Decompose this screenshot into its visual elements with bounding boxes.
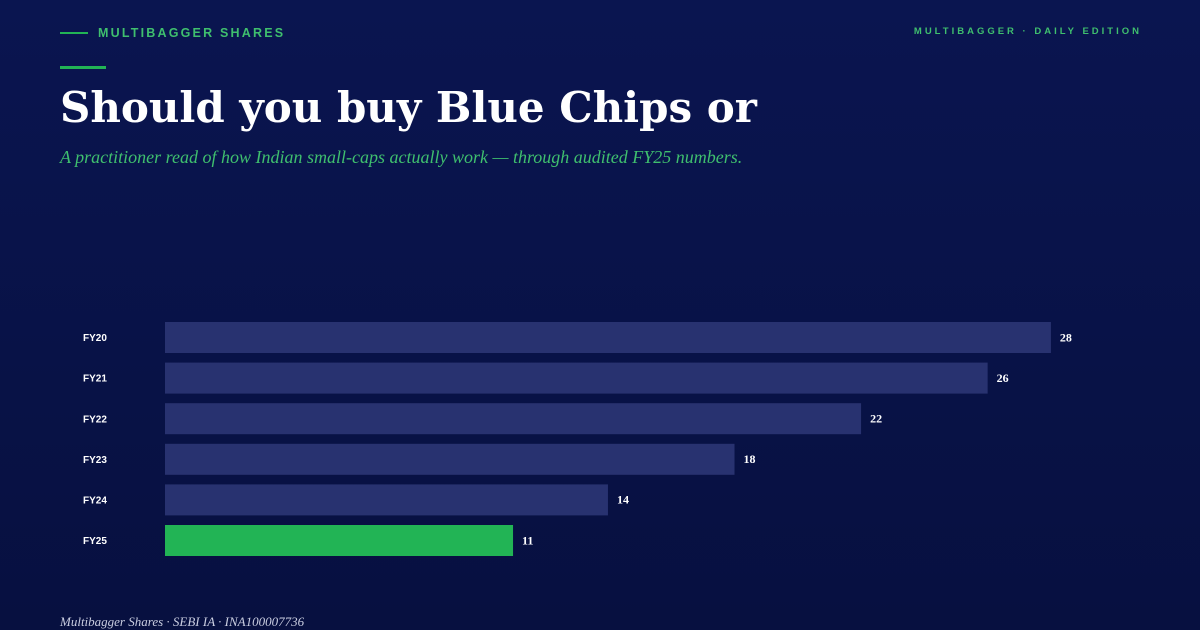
bar-fy22: [165, 403, 862, 435]
category-label-fy23: FY23: [83, 455, 107, 466]
bar-fy24: [165, 484, 608, 516]
value-label-fy24: 14: [617, 493, 629, 507]
category-label-fy21: FY21: [83, 374, 107, 385]
footer-credit: Multibagger Shares · SEBI IA · INA100007…: [60, 614, 305, 629]
page-subtitle: A practitioner read of how Indian small-…: [60, 147, 743, 167]
title-accent-rule: [60, 66, 106, 69]
bar-fy20: [165, 322, 1051, 353]
category-label-fy20: FY20: [83, 333, 107, 344]
brand-accent-line: [60, 32, 88, 34]
bar-fy23: [165, 443, 735, 475]
category-label-fy22: FY22: [83, 414, 107, 425]
bar-fy25: [165, 525, 514, 556]
bar-fy21: [165, 362, 988, 394]
value-label-fy22: 22: [870, 411, 882, 425]
brand: MULTIBAGGER SHARES: [60, 26, 285, 40]
value-label-fy23: 18: [744, 452, 756, 466]
category-label-fy25: FY25: [83, 536, 107, 547]
value-label-fy21: 26: [997, 371, 1009, 385]
category-label-fy24: FY24: [83, 496, 107, 507]
brand-label: MULTIBAGGER SHARES: [98, 26, 286, 40]
value-label-fy25: 11: [522, 533, 533, 547]
value-label-fy20: 28: [1060, 330, 1072, 344]
page-title: Should you buy Blue Chips or: [60, 83, 757, 132]
edition-label: MULTIBAGGER · DAILY EDITION: [913, 26, 1142, 37]
